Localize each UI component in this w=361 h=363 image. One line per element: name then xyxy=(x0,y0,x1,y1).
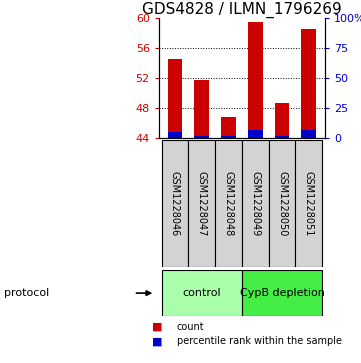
Text: GSM1228046: GSM1228046 xyxy=(170,171,180,236)
Text: percentile rank within the sample: percentile rank within the sample xyxy=(177,336,342,346)
Bar xyxy=(301,130,316,138)
Bar xyxy=(301,29,316,138)
Bar xyxy=(248,22,263,138)
Bar xyxy=(194,79,209,138)
Bar xyxy=(221,117,236,138)
Bar xyxy=(275,136,290,138)
Bar xyxy=(215,140,242,267)
Bar xyxy=(168,59,182,138)
Text: GSM1228051: GSM1228051 xyxy=(304,171,314,236)
Text: control: control xyxy=(182,288,221,298)
Text: GSM1228047: GSM1228047 xyxy=(197,171,207,236)
Bar xyxy=(242,270,322,316)
Text: ■: ■ xyxy=(152,336,162,346)
Text: protocol: protocol xyxy=(4,288,49,298)
Bar xyxy=(161,140,188,267)
Bar xyxy=(269,140,295,267)
Bar xyxy=(248,130,263,138)
Bar xyxy=(221,136,236,138)
Text: ■: ■ xyxy=(152,322,162,332)
Text: CypB depletion: CypB depletion xyxy=(240,288,325,298)
Text: count: count xyxy=(177,322,205,332)
Bar xyxy=(275,103,290,138)
Bar xyxy=(168,132,182,138)
Bar xyxy=(295,140,322,267)
Text: GSM1228049: GSM1228049 xyxy=(250,171,260,236)
Bar xyxy=(188,140,215,267)
Bar xyxy=(242,140,269,267)
Bar xyxy=(194,136,209,138)
Bar xyxy=(161,270,242,316)
Title: GDS4828 / ILMN_1796269: GDS4828 / ILMN_1796269 xyxy=(142,2,342,18)
Text: GSM1228048: GSM1228048 xyxy=(223,171,234,236)
Text: GSM1228050: GSM1228050 xyxy=(277,171,287,236)
